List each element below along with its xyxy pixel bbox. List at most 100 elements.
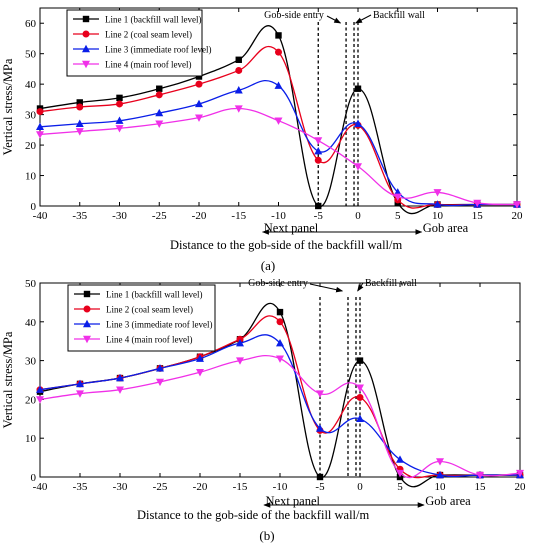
data-point xyxy=(235,56,242,63)
x-tick-label: -25 xyxy=(153,481,168,493)
legend: Line 1 (backfill wall level) Line 2 (coal… xyxy=(67,284,216,352)
data-point xyxy=(356,414,364,422)
panel-label: (a) xyxy=(261,258,275,273)
data-point xyxy=(314,156,322,164)
legend-marker xyxy=(82,60,90,69)
next-panel-label: Next panel xyxy=(266,494,321,508)
legend-label: Line 4 (main roof level) xyxy=(106,335,192,345)
y-tick-label: 20 xyxy=(25,140,37,152)
data-point xyxy=(314,146,323,155)
data-point xyxy=(276,355,284,363)
series-3 xyxy=(36,334,524,479)
data-point xyxy=(115,116,124,124)
data-point xyxy=(316,473,324,481)
panel-label: (b) xyxy=(259,528,274,543)
data-point xyxy=(393,193,402,202)
legend-marker xyxy=(82,44,90,53)
data-point xyxy=(156,85,163,92)
legend-marker xyxy=(82,30,90,38)
x-tick-label: 20 xyxy=(515,481,527,493)
gob-side-entry-label: Gob-side entry xyxy=(248,278,308,289)
x-tick-label: -15 xyxy=(233,481,248,493)
data-point xyxy=(316,390,324,398)
data-point xyxy=(436,458,444,466)
data-point xyxy=(393,188,402,196)
y-tick-label: 10 xyxy=(25,171,37,183)
data-point xyxy=(356,357,364,364)
y-tick-label: 30 xyxy=(25,356,37,368)
data-point xyxy=(155,120,164,128)
data-point xyxy=(235,66,243,74)
x-tick-label: -30 xyxy=(112,210,127,222)
chart-a: 0 10 20 30 40 50 60 -40 -35 -30 -25 -20 -15 -10 -5 0 5 10… xyxy=(1,7,523,273)
data-point xyxy=(276,318,284,326)
x-tick-label: -5 xyxy=(315,481,325,493)
gob-side-entry-arrow xyxy=(326,15,342,24)
legend-label: Line 4 (main roof level) xyxy=(105,60,191,70)
y-tick-label: 30 xyxy=(25,110,37,122)
x-tick-label: 10 xyxy=(435,481,447,493)
data-point xyxy=(36,108,44,116)
x-tick-label: 10 xyxy=(432,210,444,222)
x-tick-label: 5 xyxy=(395,210,401,222)
data-point xyxy=(396,469,404,478)
data-point xyxy=(516,469,524,478)
x-axis-label: Distance to the gob-side of the backfill… xyxy=(170,238,403,252)
data-point xyxy=(396,455,404,463)
y-tick-label: 0 xyxy=(31,201,37,213)
legend-label: Line 3 (immediate roof level) xyxy=(105,45,211,55)
x-tick-label: -15 xyxy=(231,210,246,222)
data-point xyxy=(433,200,442,208)
data-point xyxy=(276,338,284,347)
backfill-wall-label: Backfill wall xyxy=(373,10,425,21)
gob-area-label: Gob area xyxy=(423,221,469,235)
data-point xyxy=(156,378,164,387)
data-point xyxy=(76,103,84,111)
legend-label: Line 1 (backfill wall level) xyxy=(105,15,201,25)
data-point xyxy=(315,202,322,210)
legend-label: Line 1 (backfill wall level) xyxy=(106,290,202,300)
x-tick-label: 0 xyxy=(355,210,361,222)
x-axis-label: Distance to the gob-side of the backfill… xyxy=(137,508,370,522)
y-tick-label: 10 xyxy=(25,433,37,445)
legend-box xyxy=(67,284,216,352)
data-point xyxy=(156,364,164,372)
x-tick-label: 15 xyxy=(472,210,484,222)
data-point xyxy=(116,94,123,102)
data-point xyxy=(275,48,282,56)
data-point xyxy=(314,137,323,145)
legend-marker xyxy=(82,15,90,23)
x-tick-label: 0 xyxy=(357,481,363,493)
x-tick-label: -20 xyxy=(193,481,208,493)
x-tick-label: -10 xyxy=(273,481,288,493)
data-point xyxy=(274,81,283,89)
y-axis-label: Vertical stress/MPa xyxy=(1,331,15,428)
series-4 xyxy=(36,355,524,480)
data-point xyxy=(36,122,44,130)
data-point xyxy=(195,99,203,108)
data-point xyxy=(195,73,203,80)
data-point xyxy=(436,470,444,479)
data-point xyxy=(356,384,364,392)
data-point xyxy=(115,125,124,133)
y-tick-label: 40 xyxy=(25,79,37,91)
legend-box xyxy=(66,9,203,77)
y-tick-label: 0 xyxy=(31,472,37,484)
y-tick-label: 50 xyxy=(25,278,37,290)
data-point xyxy=(196,369,204,377)
series-4 xyxy=(36,105,521,209)
data-point xyxy=(276,308,284,316)
data-point xyxy=(116,373,124,382)
y-axis-label: Vertical stress/MPa xyxy=(1,58,15,155)
data-point xyxy=(473,199,482,208)
legend-marker xyxy=(83,305,91,313)
y-tick-label: 50 xyxy=(25,49,37,61)
legend-marker xyxy=(83,335,91,344)
data-point xyxy=(116,100,123,108)
legend-marker xyxy=(83,290,91,298)
x-tick-label: 15 xyxy=(475,481,487,493)
data-point xyxy=(234,86,243,94)
gob-area-label: Gob area xyxy=(425,494,471,508)
data-point xyxy=(356,393,364,401)
data-point xyxy=(76,99,83,106)
